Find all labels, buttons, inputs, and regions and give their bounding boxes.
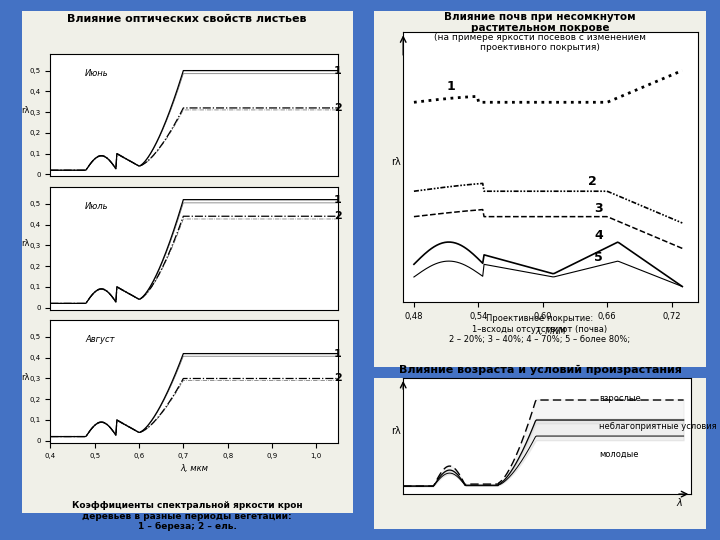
- Text: 1: 1: [446, 79, 455, 92]
- Text: 2: 2: [334, 103, 342, 113]
- Text: Влияние возраста и условий произрастания: Влияние возраста и условий произрастания: [399, 364, 681, 375]
- Text: Август: Август: [85, 335, 114, 344]
- Text: Коэффициенты спектральной яркости крон
деревьев в разные периоды вегетации:
1 – : Коэффициенты спектральной яркости крон д…: [72, 501, 302, 531]
- X-axis label: λ, мкм: λ, мкм: [181, 464, 208, 473]
- Text: 2: 2: [334, 211, 342, 221]
- Text: Июль: Июль: [85, 202, 109, 211]
- Y-axis label: rλ: rλ: [392, 426, 401, 436]
- Text: 5: 5: [594, 251, 603, 264]
- Text: неблагоприятные условия: неблагоприятные условия: [599, 422, 716, 431]
- Y-axis label: rλ: rλ: [21, 106, 30, 115]
- Text: Июнь: Июнь: [85, 69, 109, 78]
- Text: 3: 3: [594, 202, 603, 215]
- Text: 2: 2: [588, 175, 597, 188]
- Y-axis label: rλ: rλ: [392, 157, 401, 167]
- Text: Влияние почв при несомкнутом: Влияние почв при несомкнутом: [444, 12, 636, 22]
- Text: взрослые: взрослые: [599, 394, 641, 403]
- Text: (на примере яркости посевов с изменением: (на примере яркости посевов с изменением: [434, 33, 646, 43]
- X-axis label: λ, МКМ: λ, МКМ: [536, 327, 566, 336]
- Y-axis label: rλ: rλ: [21, 239, 30, 248]
- Text: Проективное покрытие:
1–всходы отсутствуют (почва)
2 – 20%; 3 – 40%; 4 – 70%; 5 : Проективное покрытие: 1–всходы отсутству…: [449, 314, 631, 344]
- Y-axis label: rλ: rλ: [21, 373, 30, 382]
- Text: молодые: молодые: [599, 450, 639, 459]
- Text: растительном покрове: растительном покрове: [471, 23, 609, 33]
- Text: проективного покрытия): проективного покрытия): [480, 43, 600, 52]
- Text: Влияние оптических свойств листьев: Влияние оптических свойств листьев: [68, 14, 307, 24]
- Text: λ: λ: [676, 498, 682, 508]
- Text: 1: 1: [334, 65, 342, 76]
- Text: 1: 1: [334, 349, 342, 359]
- Text: 4: 4: [594, 229, 603, 242]
- Text: 2: 2: [334, 374, 342, 383]
- Text: 1: 1: [334, 194, 342, 205]
